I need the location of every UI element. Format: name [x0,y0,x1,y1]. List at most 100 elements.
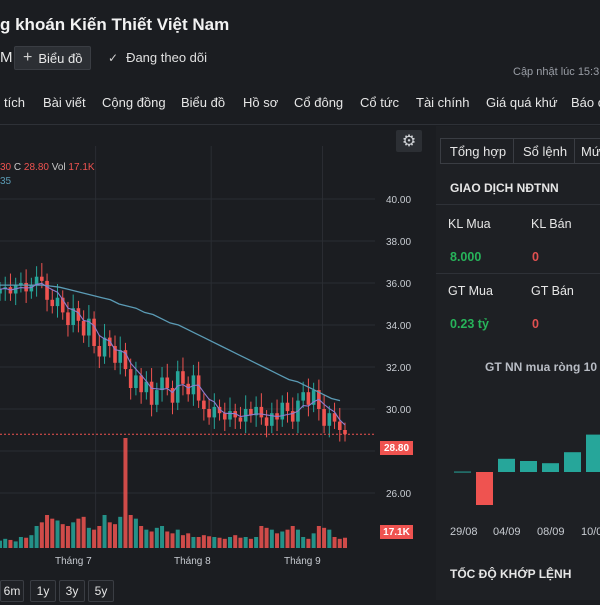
candle-body [149,381,154,405]
nav-item-profile[interactable]: Hồ sơ [243,95,279,110]
candle-body [264,417,269,426]
price-chart[interactable]: 40.0038.0036.0034.0032.0030.0028.0026.00… [0,126,428,600]
row-divider [436,273,600,274]
volume-bar [316,526,321,548]
candle-body [343,430,347,435]
legend-close-value: 28.80 [23,162,49,173]
nav-item-chart[interactable]: Biểu đồ [181,95,226,110]
candle-body [337,421,342,430]
candle-body [322,409,326,426]
chart-panel[interactable]: 40.0038.0036.0034.0032.0030.0028.0026.00… [0,126,428,600]
chart-button-label: Biểu đồ [38,50,83,66]
nav-item-shareholders[interactable]: Cổ đông [294,95,344,110]
volume-bar [327,529,332,548]
volume-bar [243,537,248,548]
update-time: Cập nhật lúc 15:3 [513,66,600,78]
net-buy-date-label: 10/0 [581,526,600,538]
nav-item-dividends[interactable]: Cổ tức [360,95,400,110]
candle-body [45,280,49,300]
follow-button[interactable]: ✓ Đang theo dõi [108,50,207,65]
candle-body [60,297,65,313]
side-panel [436,126,600,600]
volume-bar [149,531,154,548]
candle-body [34,276,39,286]
candle-body [311,390,316,405]
volume-bar [24,537,29,548]
nav-item-reports[interactable]: Báo c [571,95,600,110]
x-axis-label: Tháng 8 [174,556,211,567]
net-buy-date-label: 29/08 [450,526,478,538]
volume-bar [128,515,133,548]
candle-body [233,411,238,418]
candle-body [238,417,243,422]
volume-bar [337,538,342,548]
nav-item-price-history[interactable]: Giá quá khứ [486,95,558,110]
chart-settings-button[interactable]: ⚙ [396,130,422,152]
chart-button[interactable]: + Biểu đồ [14,46,92,70]
volume-bar [45,515,50,548]
nav-item-articles[interactable]: Bài viết [43,95,86,110]
legend-close-label: C [13,162,22,173]
volume-bar [71,522,76,548]
candle-body [139,375,143,393]
candle-body [102,337,107,357]
volume-bar [29,535,34,548]
legend-vol-value: 17.1K [68,162,95,173]
volume-bar [228,537,232,548]
plus-icon: + [23,49,33,66]
range-5y-button[interactable]: 5y [88,580,114,602]
candle-body [280,402,285,420]
volume-bar [107,522,112,548]
net-buy-date-label: 08/09 [537,526,565,538]
chart-legend-ma: 35 [0,176,12,187]
tab-price-levels[interactable]: Mứ [574,138,600,164]
candle-body [301,392,305,401]
ma-long-line [0,284,341,402]
nav-divider [0,124,600,125]
gt-sell-value: 0 [532,317,539,331]
candle-body [19,283,23,286]
tab-orderbook[interactable]: Sổ lệnh [513,138,577,164]
range-3y-button[interactable]: 3y [59,580,85,602]
candle-body [165,377,170,388]
candle-body [29,285,34,292]
candle-body [270,413,274,426]
candle-body [175,371,180,403]
volume-bar [50,518,55,548]
volume-bar [76,518,81,548]
legend-low-value: 30 [0,162,12,173]
nav-item-finance[interactable]: Tài chính [416,95,470,110]
volume-bar [55,520,60,548]
gear-icon: ⚙ [401,133,417,150]
net-buy-bar [586,434,600,472]
volume-bar [285,529,290,548]
volume-bar [254,537,259,548]
candle-body [155,390,159,405]
y-tick-label: 36.00 [386,279,411,290]
range-6m-button[interactable]: 6m [0,580,24,602]
tab-summary[interactable]: Tổng hợp [440,138,516,164]
range-1y-button[interactable]: 1y [30,580,56,602]
candle-body [181,371,185,384]
candle-body [113,346,117,363]
candle-body [24,283,28,292]
volume-bar [290,526,295,548]
net-buy-chart-title: GT NN mua ròng 10 [485,360,598,374]
candle-body [222,413,227,420]
candle-body [202,400,206,409]
candle-body [332,413,337,422]
y-tick-label: 32.00 [386,363,411,374]
volume-bar [196,537,201,548]
nav-item-community[interactable]: Cộng đồng [102,95,166,110]
candle-body [118,350,123,363]
volume-bar [165,531,170,548]
volume-bar [201,535,206,548]
volume-bar [238,537,243,548]
candle-body [134,375,138,388]
volume-bar [191,537,196,548]
volume-bar [118,516,123,548]
volume-bar [86,527,91,548]
net-buy-bar [476,472,493,505]
volume-bar [92,529,97,548]
nav-item-analysis[interactable]: tích [4,95,25,110]
